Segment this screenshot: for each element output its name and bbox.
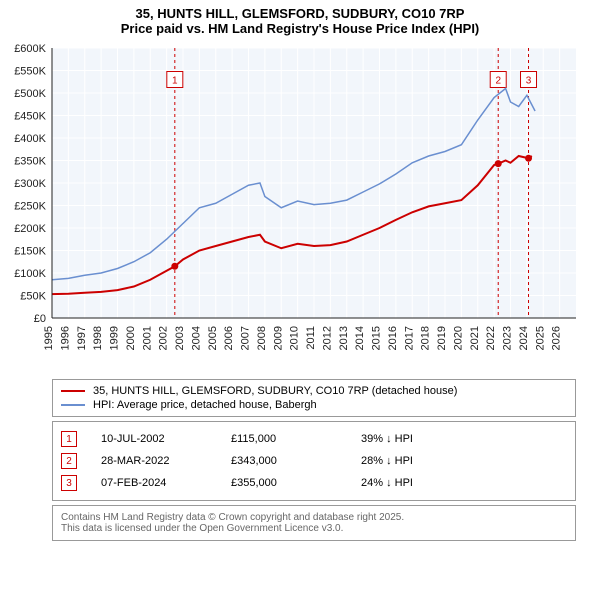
line-chart: £0 £50K £100K £150K £200K £250K £300K £350K £400…	[0, 40, 600, 370]
legend-label: HPI: Average price, detached house, Babe…	[93, 399, 317, 411]
title-line1: 35, HUNTS HILL, GLEMSFORD, SUDBURY, CO10…	[0, 0, 600, 21]
svg-text:£350K: £350K	[14, 156, 46, 168]
footer-line2: This data is licensed under the Open Gov…	[61, 523, 567, 534]
svg-text:2011: 2011	[305, 326, 317, 350]
svg-text:3: 3	[526, 76, 532, 87]
svg-text:1999: 1999	[109, 326, 121, 350]
svg-text:2020: 2020	[452, 326, 464, 350]
svg-text:£300K: £300K	[14, 178, 46, 190]
svg-text:2005: 2005	[207, 326, 219, 350]
legend-item: HPI: Average price, detached house, Babe…	[61, 398, 567, 412]
svg-text:2010: 2010	[289, 326, 301, 350]
svg-text:2006: 2006	[223, 326, 235, 350]
chart-container: 35, HUNTS HILL, GLEMSFORD, SUDBURY, CO10…	[0, 0, 600, 590]
legend-swatch	[61, 390, 85, 392]
svg-text:2000: 2000	[125, 326, 137, 350]
sale-price: £355,000	[231, 477, 361, 489]
sale-date: 07-FEB-2024	[101, 477, 231, 489]
svg-text:2018: 2018	[420, 326, 432, 350]
sale-price: £115,000	[231, 433, 361, 445]
svg-text:2021: 2021	[469, 326, 481, 350]
svg-text:1995: 1995	[43, 326, 55, 350]
svg-text:2013: 2013	[338, 326, 350, 350]
svg-text:2009: 2009	[272, 326, 284, 350]
legend-swatch	[61, 404, 85, 406]
svg-text:1: 1	[172, 76, 178, 87]
sales-table: 1 10-JUL-2002£115,00039% ↓ HPI 2 28-MAR-202…	[52, 421, 576, 501]
legend-label: 35, HUNTS HILL, GLEMSFORD, SUDBURY, CO10…	[93, 385, 457, 397]
svg-text:£550K: £550K	[14, 66, 46, 78]
sale-marker: 1	[61, 431, 77, 447]
svg-text:2026: 2026	[551, 326, 563, 350]
svg-text:£500K: £500K	[14, 88, 46, 100]
svg-text:£100K: £100K	[14, 268, 46, 280]
svg-text:2002: 2002	[158, 326, 170, 350]
svg-text:2015: 2015	[371, 326, 383, 350]
svg-text:2014: 2014	[354, 326, 366, 350]
svg-text:1997: 1997	[76, 326, 88, 350]
svg-text:2024: 2024	[518, 326, 530, 350]
sale-price: £343,000	[231, 455, 361, 467]
svg-text:£400K: £400K	[14, 133, 46, 145]
sale-row: 3 07-FEB-2024£355,00024% ↓ HPI	[61, 472, 567, 494]
sale-date: 28-MAR-2022	[101, 455, 231, 467]
svg-text:2022: 2022	[485, 326, 497, 350]
svg-text:2008: 2008	[256, 326, 268, 350]
svg-text:1996: 1996	[59, 326, 71, 350]
sale-row: 1 10-JUL-2002£115,00039% ↓ HPI	[61, 428, 567, 450]
svg-text:2004: 2004	[190, 326, 202, 350]
svg-text:2001: 2001	[141, 326, 153, 350]
title-line2: Price paid vs. HM Land Registry's House …	[0, 21, 600, 40]
svg-text:£150K: £150K	[14, 246, 46, 258]
footer-line1: Contains HM Land Registry data © Crown c…	[61, 512, 567, 523]
svg-text:2025: 2025	[534, 326, 546, 350]
chart-area: £0 £50K £100K £150K £200K £250K £300K £350K £400…	[0, 40, 600, 375]
svg-text:£200K: £200K	[14, 223, 46, 235]
svg-text:2007: 2007	[240, 326, 252, 350]
sale-diff: 39% ↓ HPI	[361, 433, 567, 445]
sale-diff: 28% ↓ HPI	[361, 455, 567, 467]
legend: 35, HUNTS HILL, GLEMSFORD, SUDBURY, CO10…	[52, 379, 576, 417]
sale-marker: 2	[61, 453, 77, 469]
sale-marker: 3	[61, 475, 77, 491]
svg-text:£250K: £250K	[14, 201, 46, 213]
svg-text:2016: 2016	[387, 326, 399, 350]
svg-text:£0: £0	[34, 313, 46, 325]
svg-text:2019: 2019	[436, 326, 448, 350]
sale-date: 10-JUL-2002	[101, 433, 231, 445]
sale-diff: 24% ↓ HPI	[361, 477, 567, 489]
footer: Contains HM Land Registry data © Crown c…	[52, 505, 576, 541]
svg-text:£50K: £50K	[20, 291, 46, 303]
svg-text:2: 2	[495, 76, 501, 87]
svg-text:1998: 1998	[92, 326, 104, 350]
sale-row: 2 28-MAR-2022£343,00028% ↓ HPI	[61, 450, 567, 472]
svg-text:£600K: £600K	[14, 43, 46, 55]
svg-text:2017: 2017	[403, 326, 415, 350]
svg-text:2003: 2003	[174, 326, 186, 350]
svg-text:2012: 2012	[321, 326, 333, 350]
svg-text:£450K: £450K	[14, 111, 46, 123]
svg-text:2023: 2023	[502, 326, 514, 350]
legend-item: 35, HUNTS HILL, GLEMSFORD, SUDBURY, CO10…	[61, 384, 567, 398]
